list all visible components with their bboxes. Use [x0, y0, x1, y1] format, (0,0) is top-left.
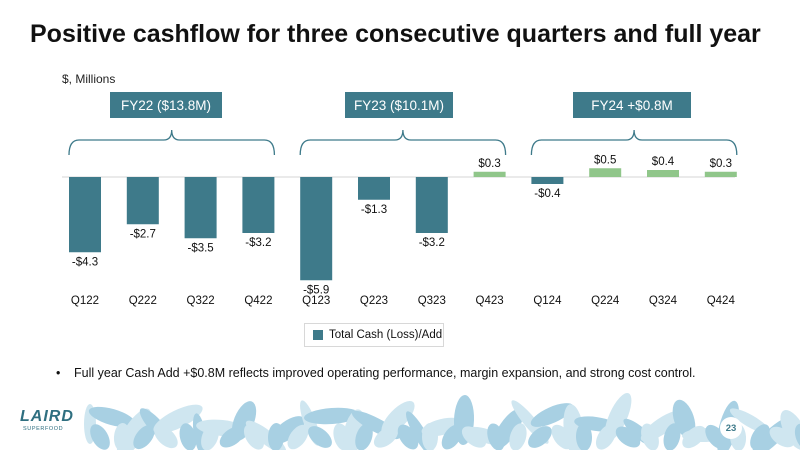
leaf-shape-54 [672, 399, 696, 439]
leaf-shape-18 [270, 416, 306, 444]
leaf-shape-9 [179, 423, 197, 450]
bar-q123 [300, 177, 333, 281]
bar-q224 [589, 168, 622, 177]
fy22-label-box: FY22 ($13.8M) [110, 92, 222, 118]
leaf-shape-38 [492, 408, 524, 450]
fy-brace-1 [299, 129, 507, 156]
bar-q122 [69, 177, 101, 253]
leaf-shape-48 [604, 392, 632, 442]
bar-q222 [126, 177, 159, 225]
legend-label: Total Cash (Loss)/Add [329, 329, 443, 341]
laird-logo: LAIRD SUPERFOOD [14, 403, 73, 439]
leaf-shape-42 [530, 403, 574, 427]
data-label-q422: -$3.2 [245, 237, 271, 249]
fy-brace-0 [68, 129, 276, 156]
tick-label-q124: Q124 [533, 295, 562, 307]
data-label-q424: $0.3 [710, 158, 732, 170]
logo-wordmark: LAIRD [20, 408, 74, 425]
data-label-q124: -$0.4 [534, 188, 561, 200]
leaf-shape-41 [528, 426, 552, 448]
data-label-q323: -$3.2 [419, 237, 445, 249]
slide-title: Positive cashflow for three consecutive … [30, 20, 761, 48]
legend-swatch [313, 330, 323, 340]
leaf-shape-52 [640, 410, 684, 442]
leaf-shape-39 [509, 423, 527, 450]
leaf-shape-4 [116, 408, 152, 450]
leaf-shape-19 [287, 424, 309, 450]
tick-label-q424: Q424 [707, 295, 736, 307]
leaf-shape-45 [575, 423, 593, 450]
leaf-shape-65 [794, 423, 800, 450]
chart-legend: Total Cash (Loss)/Add [304, 323, 444, 347]
data-label-q123: -$5.9 [303, 284, 329, 296]
logo-subtitle: SUPERFOOD [23, 426, 64, 432]
leaf-shape-64 [780, 410, 800, 450]
leaf-shape-2 [88, 406, 136, 428]
fy-brace-2 [530, 129, 738, 156]
units-label: $, Millions [62, 72, 116, 86]
leaf-shape-25 [355, 423, 373, 450]
tick-label-q123: Q123 [302, 295, 330, 307]
data-label-q122: -$4.3 [72, 256, 98, 268]
bar-q423 [473, 171, 506, 177]
data-label-q222: -$2.7 [130, 228, 156, 240]
fy23-label-box: FY23 ($10.1M) [345, 92, 453, 118]
tick-label-q422: Q422 [244, 295, 272, 307]
cashflow-bar-chart: -$4.3 Q122 -$2.7 Q222 -$3.5 Q322 -$3.2 Q422 -$5.… [62, 129, 738, 307]
leaf-shape-1 [90, 424, 110, 450]
leaf-shape-8 [153, 404, 203, 434]
tick-label-q423: Q423 [476, 295, 504, 307]
bar-q323 [415, 177, 448, 233]
data-label-q223: -$1.3 [361, 204, 387, 216]
tick-label-q324: Q324 [649, 295, 678, 307]
leaf-shape-21 [308, 426, 332, 448]
bullet-text: Full year Cash Add +$0.8M reflects impro… [74, 366, 696, 380]
tick-label-q322: Q322 [187, 295, 215, 307]
bar-q324 [647, 170, 679, 177]
page-number: 23 [720, 417, 742, 439]
bar-q422 [242, 177, 275, 233]
data-label-q423: $0.3 [478, 158, 500, 170]
bullet-point: • Full year Cash Add +$0.8M reflects impr… [56, 366, 696, 380]
bar-q124 [531, 177, 564, 184]
leaf-shape-28 [381, 400, 415, 436]
leaf-shape-5 [133, 424, 155, 450]
tick-label-q222: Q222 [129, 295, 157, 307]
leaf-shape-22 [304, 407, 360, 425]
fy24-label-box: FY24 +$0.8M [573, 92, 691, 118]
tick-label-q122: Q122 [71, 295, 99, 307]
tick-label-q323: Q323 [418, 295, 446, 307]
data-label-q224: $0.5 [594, 154, 616, 166]
bar-q223 [358, 177, 390, 200]
data-label-q322: -$3.5 [187, 242, 213, 254]
tick-label-q223: Q223 [360, 295, 388, 307]
bullet-marker: • [56, 366, 61, 380]
leaf-shape-53 [663, 423, 681, 450]
bar-q322 [184, 177, 217, 239]
footer-leaf-pattern [84, 392, 800, 450]
bar-q424 [704, 171, 737, 177]
tick-label-q224: Q224 [591, 295, 620, 307]
data-label-q324: $0.4 [652, 156, 675, 168]
